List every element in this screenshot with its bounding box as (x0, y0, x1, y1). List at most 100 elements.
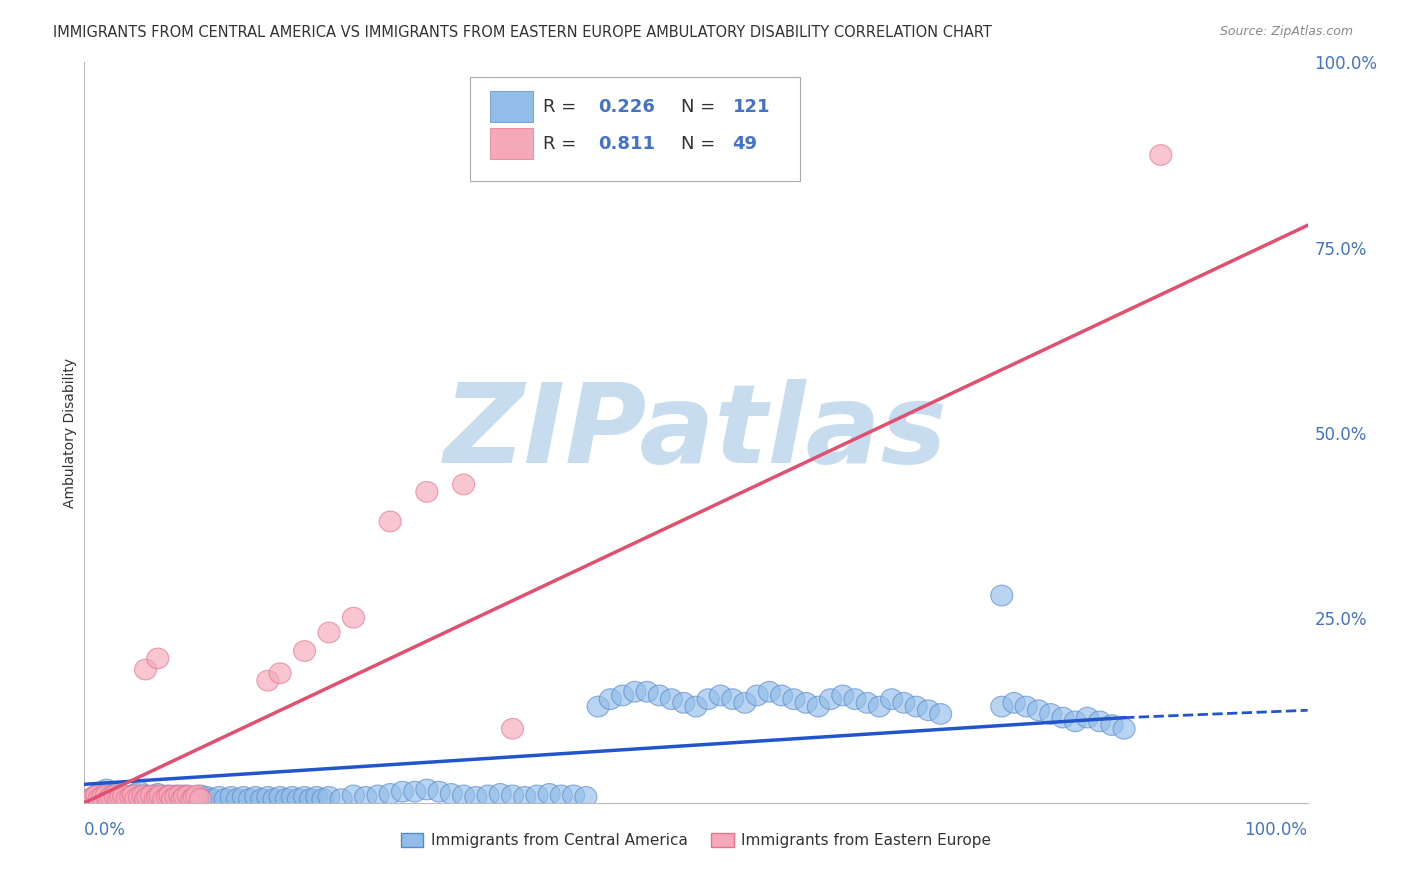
Ellipse shape (354, 787, 377, 807)
Ellipse shape (453, 785, 475, 805)
Ellipse shape (122, 785, 145, 805)
Ellipse shape (190, 785, 211, 805)
Ellipse shape (538, 783, 560, 805)
Ellipse shape (80, 789, 101, 809)
Ellipse shape (108, 789, 129, 809)
Ellipse shape (117, 789, 138, 809)
Ellipse shape (281, 787, 304, 807)
Ellipse shape (489, 783, 512, 805)
Ellipse shape (770, 685, 793, 706)
Ellipse shape (343, 607, 364, 628)
Ellipse shape (239, 789, 260, 809)
Ellipse shape (747, 685, 768, 706)
Ellipse shape (125, 789, 146, 809)
Ellipse shape (502, 718, 523, 739)
Ellipse shape (86, 785, 108, 805)
Ellipse shape (440, 783, 463, 805)
Ellipse shape (177, 785, 200, 805)
Ellipse shape (104, 783, 127, 805)
Ellipse shape (100, 787, 122, 807)
Ellipse shape (91, 787, 114, 807)
Ellipse shape (146, 648, 169, 669)
Ellipse shape (136, 787, 159, 807)
Ellipse shape (98, 787, 120, 807)
Ellipse shape (380, 511, 401, 532)
Ellipse shape (575, 787, 598, 807)
Ellipse shape (599, 689, 621, 709)
Ellipse shape (380, 783, 401, 805)
Ellipse shape (869, 696, 890, 717)
Text: 121: 121 (733, 98, 770, 116)
Ellipse shape (250, 789, 273, 809)
Y-axis label: Ambulatory Disability: Ambulatory Disability (63, 358, 77, 508)
Ellipse shape (128, 781, 150, 802)
Ellipse shape (1064, 711, 1087, 731)
Ellipse shape (526, 785, 548, 805)
Ellipse shape (427, 781, 450, 802)
Ellipse shape (312, 789, 333, 809)
Text: Source: ZipAtlas.com: Source: ZipAtlas.com (1219, 25, 1353, 38)
Ellipse shape (465, 787, 486, 807)
Text: N =: N = (682, 98, 716, 116)
Ellipse shape (416, 779, 437, 800)
Ellipse shape (132, 785, 155, 805)
Ellipse shape (141, 787, 163, 807)
Ellipse shape (169, 789, 191, 809)
Text: ZIPatlas: ZIPatlas (444, 379, 948, 486)
Ellipse shape (807, 696, 830, 717)
Ellipse shape (276, 789, 297, 809)
Ellipse shape (404, 781, 426, 802)
FancyBboxPatch shape (470, 78, 800, 181)
Ellipse shape (169, 785, 191, 805)
Ellipse shape (177, 789, 200, 809)
Ellipse shape (294, 787, 315, 807)
Ellipse shape (120, 787, 142, 807)
Ellipse shape (149, 789, 172, 809)
Legend: Immigrants from Central America, Immigrants from Eastern Europe: Immigrants from Central America, Immigra… (395, 827, 997, 855)
Ellipse shape (299, 789, 322, 809)
Ellipse shape (193, 789, 215, 809)
Ellipse shape (172, 787, 193, 807)
Text: R =: R = (543, 98, 576, 116)
Ellipse shape (1028, 700, 1049, 721)
Ellipse shape (856, 692, 879, 714)
Ellipse shape (287, 789, 309, 809)
Ellipse shape (125, 783, 146, 805)
Ellipse shape (661, 689, 682, 709)
Ellipse shape (318, 622, 340, 643)
Ellipse shape (83, 787, 105, 807)
Ellipse shape (758, 681, 780, 702)
Ellipse shape (110, 787, 132, 807)
Ellipse shape (91, 781, 114, 802)
Ellipse shape (991, 585, 1012, 606)
Ellipse shape (820, 689, 842, 709)
Ellipse shape (257, 670, 278, 691)
Ellipse shape (1002, 692, 1025, 714)
Ellipse shape (1077, 707, 1098, 728)
Ellipse shape (100, 785, 122, 805)
Ellipse shape (165, 785, 187, 805)
Ellipse shape (132, 787, 155, 807)
Ellipse shape (893, 692, 915, 714)
Text: 0.226: 0.226 (598, 98, 655, 116)
Text: R =: R = (543, 135, 576, 153)
Ellipse shape (550, 785, 572, 805)
Ellipse shape (305, 787, 328, 807)
Ellipse shape (1101, 714, 1123, 735)
Ellipse shape (162, 789, 183, 809)
Ellipse shape (156, 785, 179, 805)
Ellipse shape (96, 785, 117, 805)
Ellipse shape (110, 787, 132, 807)
Ellipse shape (721, 689, 744, 709)
Ellipse shape (562, 785, 585, 805)
Ellipse shape (112, 785, 135, 805)
Ellipse shape (122, 785, 145, 805)
FancyBboxPatch shape (491, 128, 533, 160)
Ellipse shape (83, 787, 105, 807)
Ellipse shape (162, 787, 183, 807)
Ellipse shape (96, 779, 117, 800)
Ellipse shape (183, 787, 205, 807)
Ellipse shape (269, 663, 291, 683)
Ellipse shape (135, 789, 156, 809)
Ellipse shape (226, 789, 249, 809)
